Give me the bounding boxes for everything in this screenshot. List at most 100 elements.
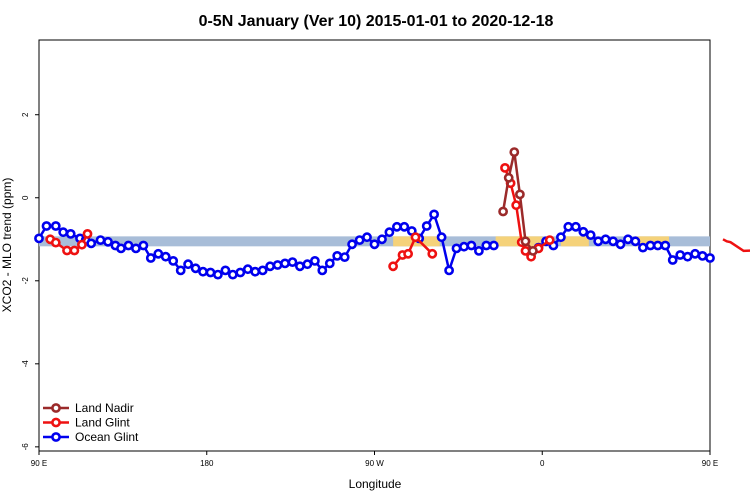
data-point	[50, 221, 61, 231]
data-point	[160, 251, 171, 262]
series-land-nadir	[498, 147, 538, 256]
x-tick-label: 0	[540, 459, 545, 468]
data-point	[145, 253, 156, 263]
band-land-segment	[560, 236, 589, 247]
data-point	[563, 221, 574, 232]
data-point	[58, 227, 69, 238]
data-point	[585, 230, 596, 240]
y-tick-label: 0	[21, 195, 30, 200]
data-point	[302, 259, 313, 270]
data-point	[377, 234, 387, 245]
data-point	[682, 251, 693, 262]
data-point	[511, 200, 522, 211]
data-point	[705, 253, 715, 263]
data-point	[488, 240, 499, 251]
data-point	[421, 221, 432, 231]
series-line	[722, 238, 750, 253]
data-point	[183, 259, 193, 270]
data-point	[362, 232, 372, 243]
data-point	[198, 266, 208, 277]
data-point	[615, 239, 626, 250]
y-axis-label: XCO2 - MLO trend (ppm)	[0, 178, 14, 313]
data-point	[227, 269, 238, 280]
data-point	[168, 255, 179, 266]
y-tick-label: -6	[21, 443, 30, 451]
data-point	[250, 266, 261, 277]
data-point	[257, 265, 268, 276]
data-point	[667, 255, 678, 265]
data-point	[347, 239, 357, 250]
data-point	[280, 258, 290, 269]
data-point	[332, 250, 343, 261]
data-point	[77, 239, 87, 250]
data-point	[34, 233, 44, 244]
data-point	[697, 250, 708, 261]
data-point	[265, 261, 275, 272]
data-point	[427, 248, 438, 259]
data-point	[388, 261, 398, 272]
y-tick-label: -2	[21, 277, 30, 285]
data-point	[116, 243, 126, 254]
data-point	[212, 269, 223, 280]
data-point	[403, 248, 413, 259]
data-point	[272, 260, 283, 270]
y-axis-ticks: 2 0 -2 -4 -6	[21, 112, 39, 450]
data-point	[50, 237, 61, 248]
x-axis-label: Longitude	[349, 477, 402, 491]
data-point	[459, 241, 469, 252]
data-point	[399, 221, 410, 232]
data-point	[544, 235, 555, 245]
data-point	[556, 232, 566, 243]
data-point	[138, 240, 149, 251]
series-ocean-glint	[34, 209, 715, 280]
data-point	[638, 242, 648, 253]
data-point	[515, 189, 525, 200]
data-point	[520, 236, 531, 247]
data-point	[600, 234, 611, 245]
data-point	[309, 255, 320, 266]
data-point	[220, 265, 231, 276]
data-point	[339, 252, 350, 262]
data-point	[660, 240, 671, 251]
chart-title: 0-5N January (Ver 10) 2015-01-01 to 2020…	[199, 13, 554, 30]
legend-swatch-marker	[51, 417, 61, 428]
data-point	[69, 245, 80, 256]
y-tick-label: -4	[21, 360, 30, 368]
data-point	[444, 265, 454, 276]
data-point	[95, 235, 106, 245]
data-point	[294, 261, 305, 272]
data-point	[451, 243, 462, 254]
data-point	[570, 221, 581, 232]
data-point	[65, 228, 76, 239]
legend-label: Land Glint	[75, 416, 130, 430]
data-point	[436, 232, 447, 243]
data-point	[608, 236, 618, 247]
data-point	[41, 221, 52, 231]
legend-label: Land Nadir	[75, 401, 134, 415]
data-point	[429, 209, 439, 220]
data-point	[190, 263, 201, 274]
data-point	[500, 162, 510, 173]
data-point	[324, 258, 335, 269]
data-point	[509, 147, 520, 157]
series-land-glint	[45, 162, 750, 272]
data-point	[623, 234, 633, 245]
legend-label: Ocean Glint	[75, 430, 139, 444]
data-point	[466, 240, 477, 251]
data-point	[384, 227, 395, 238]
data-point	[578, 226, 589, 237]
legend-item-ocean-glint: Ocean Glint	[43, 430, 139, 444]
legend-swatch-marker	[51, 432, 61, 442]
data-point	[473, 245, 484, 256]
data-point	[593, 236, 604, 247]
y-tick-label: 2	[21, 112, 30, 117]
data-point	[528, 245, 538, 256]
data-point	[498, 206, 508, 217]
data-point	[287, 257, 298, 267]
data-point	[503, 172, 514, 183]
data-point	[630, 236, 641, 247]
data-point	[317, 265, 328, 276]
legend-item-land-nadir: Land Nadir	[43, 401, 134, 415]
data-point	[369, 239, 380, 250]
